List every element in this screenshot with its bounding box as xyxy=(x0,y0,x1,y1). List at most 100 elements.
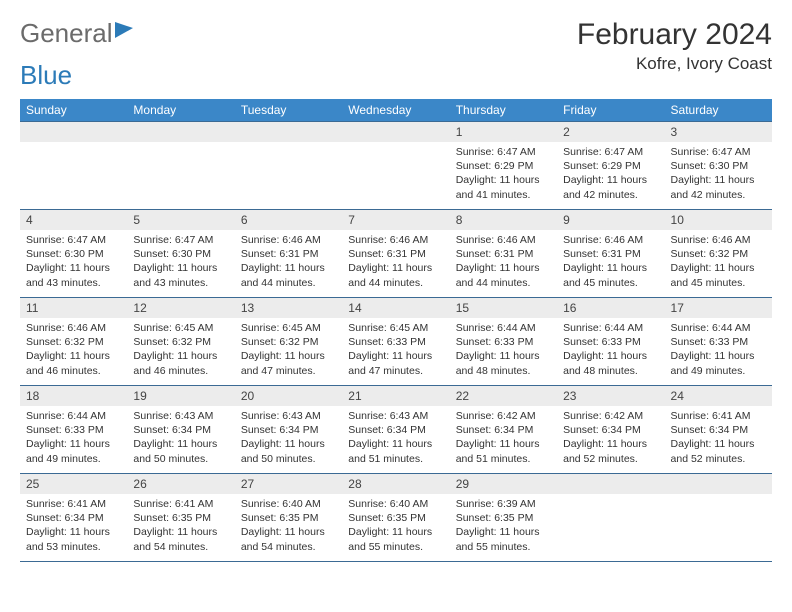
day-number: 19 xyxy=(127,386,234,406)
day-cell: 4Sunrise: 6:47 AMSunset: 6:30 PMDaylight… xyxy=(20,210,127,298)
day-cell: 10Sunrise: 6:46 AMSunset: 6:32 PMDayligh… xyxy=(665,210,772,298)
day-details: Sunrise: 6:46 AMSunset: 6:31 PMDaylight:… xyxy=(235,230,342,294)
day-details: Sunrise: 6:43 AMSunset: 6:34 PMDaylight:… xyxy=(235,406,342,470)
day-details: Sunrise: 6:39 AMSunset: 6:35 PMDaylight:… xyxy=(450,494,557,558)
day-cell xyxy=(342,122,449,210)
day-number: 22 xyxy=(450,386,557,406)
day-details: Sunrise: 6:47 AMSunset: 6:30 PMDaylight:… xyxy=(665,142,772,206)
day-cell: 20Sunrise: 6:43 AMSunset: 6:34 PMDayligh… xyxy=(235,386,342,474)
day-details: Sunrise: 6:43 AMSunset: 6:34 PMDaylight:… xyxy=(127,406,234,470)
day-details: Sunrise: 6:40 AMSunset: 6:35 PMDaylight:… xyxy=(342,494,449,558)
day-cell: 29Sunrise: 6:39 AMSunset: 6:35 PMDayligh… xyxy=(450,474,557,562)
day-details: Sunrise: 6:41 AMSunset: 6:35 PMDaylight:… xyxy=(127,494,234,558)
title-block: February 2024 Kofre, Ivory Coast xyxy=(577,18,772,74)
day-header: Sunday xyxy=(20,99,127,122)
day-number: 14 xyxy=(342,298,449,318)
day-details: Sunrise: 6:44 AMSunset: 6:33 PMDaylight:… xyxy=(450,318,557,382)
day-details: Sunrise: 6:45 AMSunset: 6:32 PMDaylight:… xyxy=(127,318,234,382)
day-number: 24 xyxy=(665,386,772,406)
day-number: 6 xyxy=(235,210,342,230)
day-cell: 7Sunrise: 6:46 AMSunset: 6:31 PMDaylight… xyxy=(342,210,449,298)
day-number-empty xyxy=(20,122,127,142)
day-cell: 13Sunrise: 6:45 AMSunset: 6:32 PMDayligh… xyxy=(235,298,342,386)
location: Kofre, Ivory Coast xyxy=(577,54,772,74)
day-number-empty xyxy=(235,122,342,142)
day-cell: 6Sunrise: 6:46 AMSunset: 6:31 PMDaylight… xyxy=(235,210,342,298)
day-details: Sunrise: 6:46 AMSunset: 6:32 PMDaylight:… xyxy=(665,230,772,294)
day-details: Sunrise: 6:44 AMSunset: 6:33 PMDaylight:… xyxy=(20,406,127,470)
day-details: Sunrise: 6:43 AMSunset: 6:34 PMDaylight:… xyxy=(342,406,449,470)
logo: General xyxy=(20,18,133,49)
calendar-body: 1Sunrise: 6:47 AMSunset: 6:29 PMDaylight… xyxy=(20,122,772,562)
day-number: 4 xyxy=(20,210,127,230)
day-cell: 3Sunrise: 6:47 AMSunset: 6:30 PMDaylight… xyxy=(665,122,772,210)
day-number: 29 xyxy=(450,474,557,494)
day-details: Sunrise: 6:47 AMSunset: 6:29 PMDaylight:… xyxy=(557,142,664,206)
day-cell xyxy=(20,122,127,210)
day-number: 17 xyxy=(665,298,772,318)
day-number: 20 xyxy=(235,386,342,406)
day-cell: 12Sunrise: 6:45 AMSunset: 6:32 PMDayligh… xyxy=(127,298,234,386)
day-cell: 28Sunrise: 6:40 AMSunset: 6:35 PMDayligh… xyxy=(342,474,449,562)
week-row: 25Sunrise: 6:41 AMSunset: 6:34 PMDayligh… xyxy=(20,474,772,562)
day-cell: 15Sunrise: 6:44 AMSunset: 6:33 PMDayligh… xyxy=(450,298,557,386)
day-details: Sunrise: 6:47 AMSunset: 6:29 PMDaylight:… xyxy=(450,142,557,206)
day-cell: 11Sunrise: 6:46 AMSunset: 6:32 PMDayligh… xyxy=(20,298,127,386)
day-cell: 5Sunrise: 6:47 AMSunset: 6:30 PMDaylight… xyxy=(127,210,234,298)
day-number: 11 xyxy=(20,298,127,318)
day-header: Tuesday xyxy=(235,99,342,122)
day-cell: 22Sunrise: 6:42 AMSunset: 6:34 PMDayligh… xyxy=(450,386,557,474)
day-number-empty xyxy=(342,122,449,142)
week-row: 4Sunrise: 6:47 AMSunset: 6:30 PMDaylight… xyxy=(20,210,772,298)
day-details: Sunrise: 6:44 AMSunset: 6:33 PMDaylight:… xyxy=(665,318,772,382)
day-cell xyxy=(557,474,664,562)
day-number-empty xyxy=(557,474,664,494)
day-number: 28 xyxy=(342,474,449,494)
day-cell: 23Sunrise: 6:42 AMSunset: 6:34 PMDayligh… xyxy=(557,386,664,474)
day-number: 13 xyxy=(235,298,342,318)
day-details: Sunrise: 6:44 AMSunset: 6:33 PMDaylight:… xyxy=(557,318,664,382)
day-number: 26 xyxy=(127,474,234,494)
day-details: Sunrise: 6:41 AMSunset: 6:34 PMDaylight:… xyxy=(20,494,127,558)
day-cell: 9Sunrise: 6:46 AMSunset: 6:31 PMDaylight… xyxy=(557,210,664,298)
day-cell: 25Sunrise: 6:41 AMSunset: 6:34 PMDayligh… xyxy=(20,474,127,562)
day-number-empty xyxy=(127,122,234,142)
logo-triangle-icon xyxy=(115,22,133,38)
day-number: 7 xyxy=(342,210,449,230)
day-cell xyxy=(127,122,234,210)
logo-word2: Blue xyxy=(20,60,72,91)
day-number: 5 xyxy=(127,210,234,230)
day-cell: 16Sunrise: 6:44 AMSunset: 6:33 PMDayligh… xyxy=(557,298,664,386)
day-number: 21 xyxy=(342,386,449,406)
day-details: Sunrise: 6:45 AMSunset: 6:32 PMDaylight:… xyxy=(235,318,342,382)
day-details: Sunrise: 6:46 AMSunset: 6:32 PMDaylight:… xyxy=(20,318,127,382)
day-cell: 14Sunrise: 6:45 AMSunset: 6:33 PMDayligh… xyxy=(342,298,449,386)
day-details: Sunrise: 6:46 AMSunset: 6:31 PMDaylight:… xyxy=(450,230,557,294)
logo-word1: General xyxy=(20,18,113,49)
day-cell: 19Sunrise: 6:43 AMSunset: 6:34 PMDayligh… xyxy=(127,386,234,474)
day-header: Monday xyxy=(127,99,234,122)
day-header: Saturday xyxy=(665,99,772,122)
day-number: 9 xyxy=(557,210,664,230)
day-details: Sunrise: 6:47 AMSunset: 6:30 PMDaylight:… xyxy=(127,230,234,294)
week-row: 1Sunrise: 6:47 AMSunset: 6:29 PMDaylight… xyxy=(20,122,772,210)
day-number-empty xyxy=(665,474,772,494)
day-cell: 27Sunrise: 6:40 AMSunset: 6:35 PMDayligh… xyxy=(235,474,342,562)
day-number: 27 xyxy=(235,474,342,494)
day-details: Sunrise: 6:40 AMSunset: 6:35 PMDaylight:… xyxy=(235,494,342,558)
month-title: February 2024 xyxy=(577,18,772,52)
day-details: Sunrise: 6:46 AMSunset: 6:31 PMDaylight:… xyxy=(557,230,664,294)
day-number: 25 xyxy=(20,474,127,494)
day-cell: 2Sunrise: 6:47 AMSunset: 6:29 PMDaylight… xyxy=(557,122,664,210)
day-cell: 18Sunrise: 6:44 AMSunset: 6:33 PMDayligh… xyxy=(20,386,127,474)
day-number: 18 xyxy=(20,386,127,406)
day-details: Sunrise: 6:45 AMSunset: 6:33 PMDaylight:… xyxy=(342,318,449,382)
day-details: Sunrise: 6:42 AMSunset: 6:34 PMDaylight:… xyxy=(450,406,557,470)
day-cell: 21Sunrise: 6:43 AMSunset: 6:34 PMDayligh… xyxy=(342,386,449,474)
day-details: Sunrise: 6:42 AMSunset: 6:34 PMDaylight:… xyxy=(557,406,664,470)
day-header: Wednesday xyxy=(342,99,449,122)
day-cell: 26Sunrise: 6:41 AMSunset: 6:35 PMDayligh… xyxy=(127,474,234,562)
day-cell: 17Sunrise: 6:44 AMSunset: 6:33 PMDayligh… xyxy=(665,298,772,386)
day-cell xyxy=(235,122,342,210)
day-number: 8 xyxy=(450,210,557,230)
